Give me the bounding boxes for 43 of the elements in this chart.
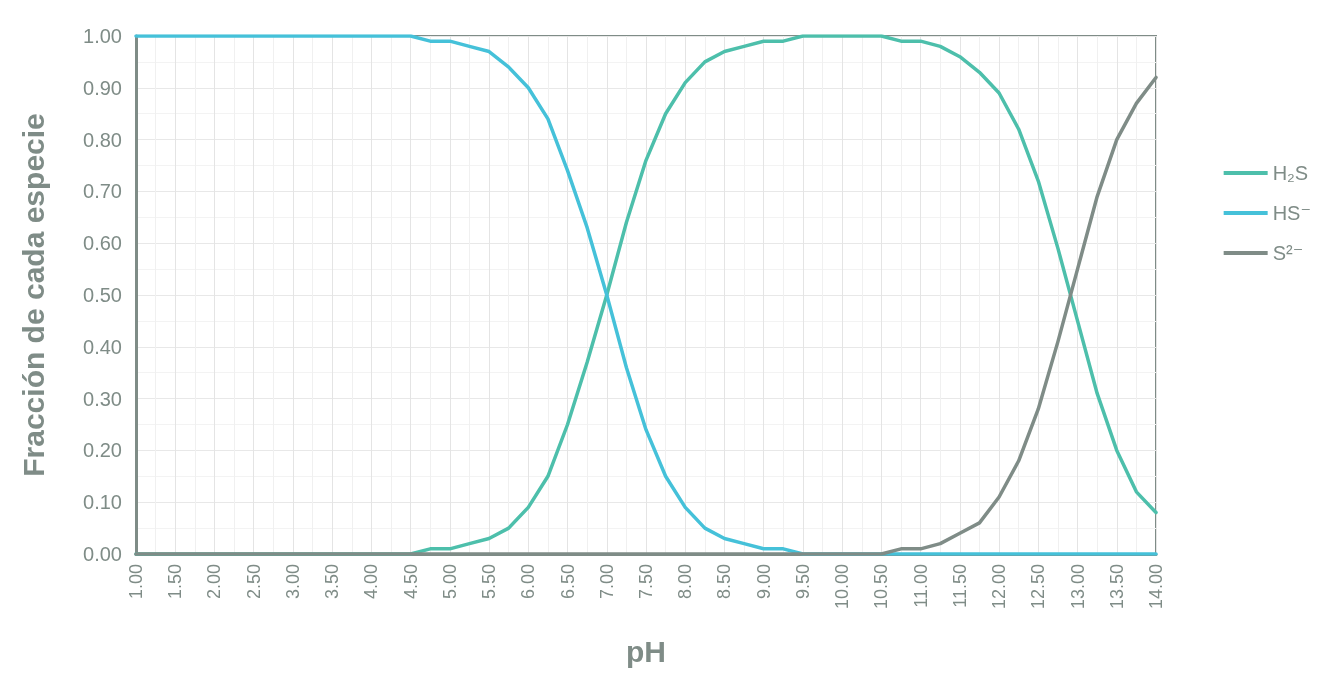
- x-tick-label: 5.50: [479, 564, 500, 600]
- x-tick-label: 1.50: [165, 564, 186, 600]
- x-axis-title: pH: [626, 634, 666, 668]
- y-tick-label: 0.60: [83, 232, 122, 255]
- x-tick-label: 6.00: [518, 564, 539, 600]
- x-tick-label: 7.00: [596, 564, 617, 600]
- y-tick-label: 0.40: [83, 335, 122, 358]
- x-tick-label: 2.00: [204, 564, 225, 600]
- x-tick-label: 13.50: [1106, 564, 1127, 610]
- x-tick-label: 4.50: [400, 564, 421, 600]
- x-tick-label: 12.00: [989, 564, 1010, 610]
- x-tick-label: 9.50: [792, 564, 813, 600]
- legend-label: S²⁻: [1272, 242, 1304, 264]
- x-tick-label: 10.00: [832, 564, 853, 610]
- y-tick-label: 0.90: [83, 76, 122, 99]
- x-tick-label: 11.50: [949, 564, 970, 608]
- y-axis-title: Fracción de cada especie: [16, 113, 50, 477]
- y-tick-label: 0.50: [83, 284, 122, 306]
- x-tick-label: 8.50: [714, 564, 735, 600]
- y-tick-label: 0.10: [83, 491, 122, 514]
- y-tick-label: 0.00: [83, 543, 122, 565]
- x-tick-label: 10.50: [871, 564, 892, 610]
- x-tick-label: 14.00: [1146, 564, 1166, 610]
- x-tick-label: 1.00: [126, 564, 146, 600]
- legend-label: H₂S: [1272, 162, 1309, 184]
- x-tick-label: 13.00: [1067, 564, 1088, 610]
- y-tick-label: 0.30: [83, 387, 122, 410]
- legend-label: HS⁻: [1272, 202, 1311, 224]
- x-tick-label: 4.00: [361, 564, 382, 600]
- x-tick-label: 7.50: [636, 564, 656, 600]
- x-tick-label: 9.00: [753, 564, 774, 600]
- x-tick-label: 6.50: [557, 564, 578, 600]
- x-tick-label: 5.00: [439, 564, 460, 600]
- x-tick-label: 12.50: [1028, 564, 1049, 610]
- x-tick-label: 2.50: [243, 564, 264, 600]
- x-tick-label: 8.00: [675, 564, 696, 600]
- y-tick-label: 1.00: [83, 25, 122, 47]
- x-tick-label: 11.00: [910, 564, 931, 608]
- y-tick-label: 0.80: [83, 128, 122, 151]
- y-tick-label: 0.70: [83, 180, 122, 203]
- x-tick-label: 3.00: [282, 564, 303, 600]
- y-tick-label: 0.20: [83, 439, 122, 462]
- x-tick-label: 3.50: [322, 564, 343, 600]
